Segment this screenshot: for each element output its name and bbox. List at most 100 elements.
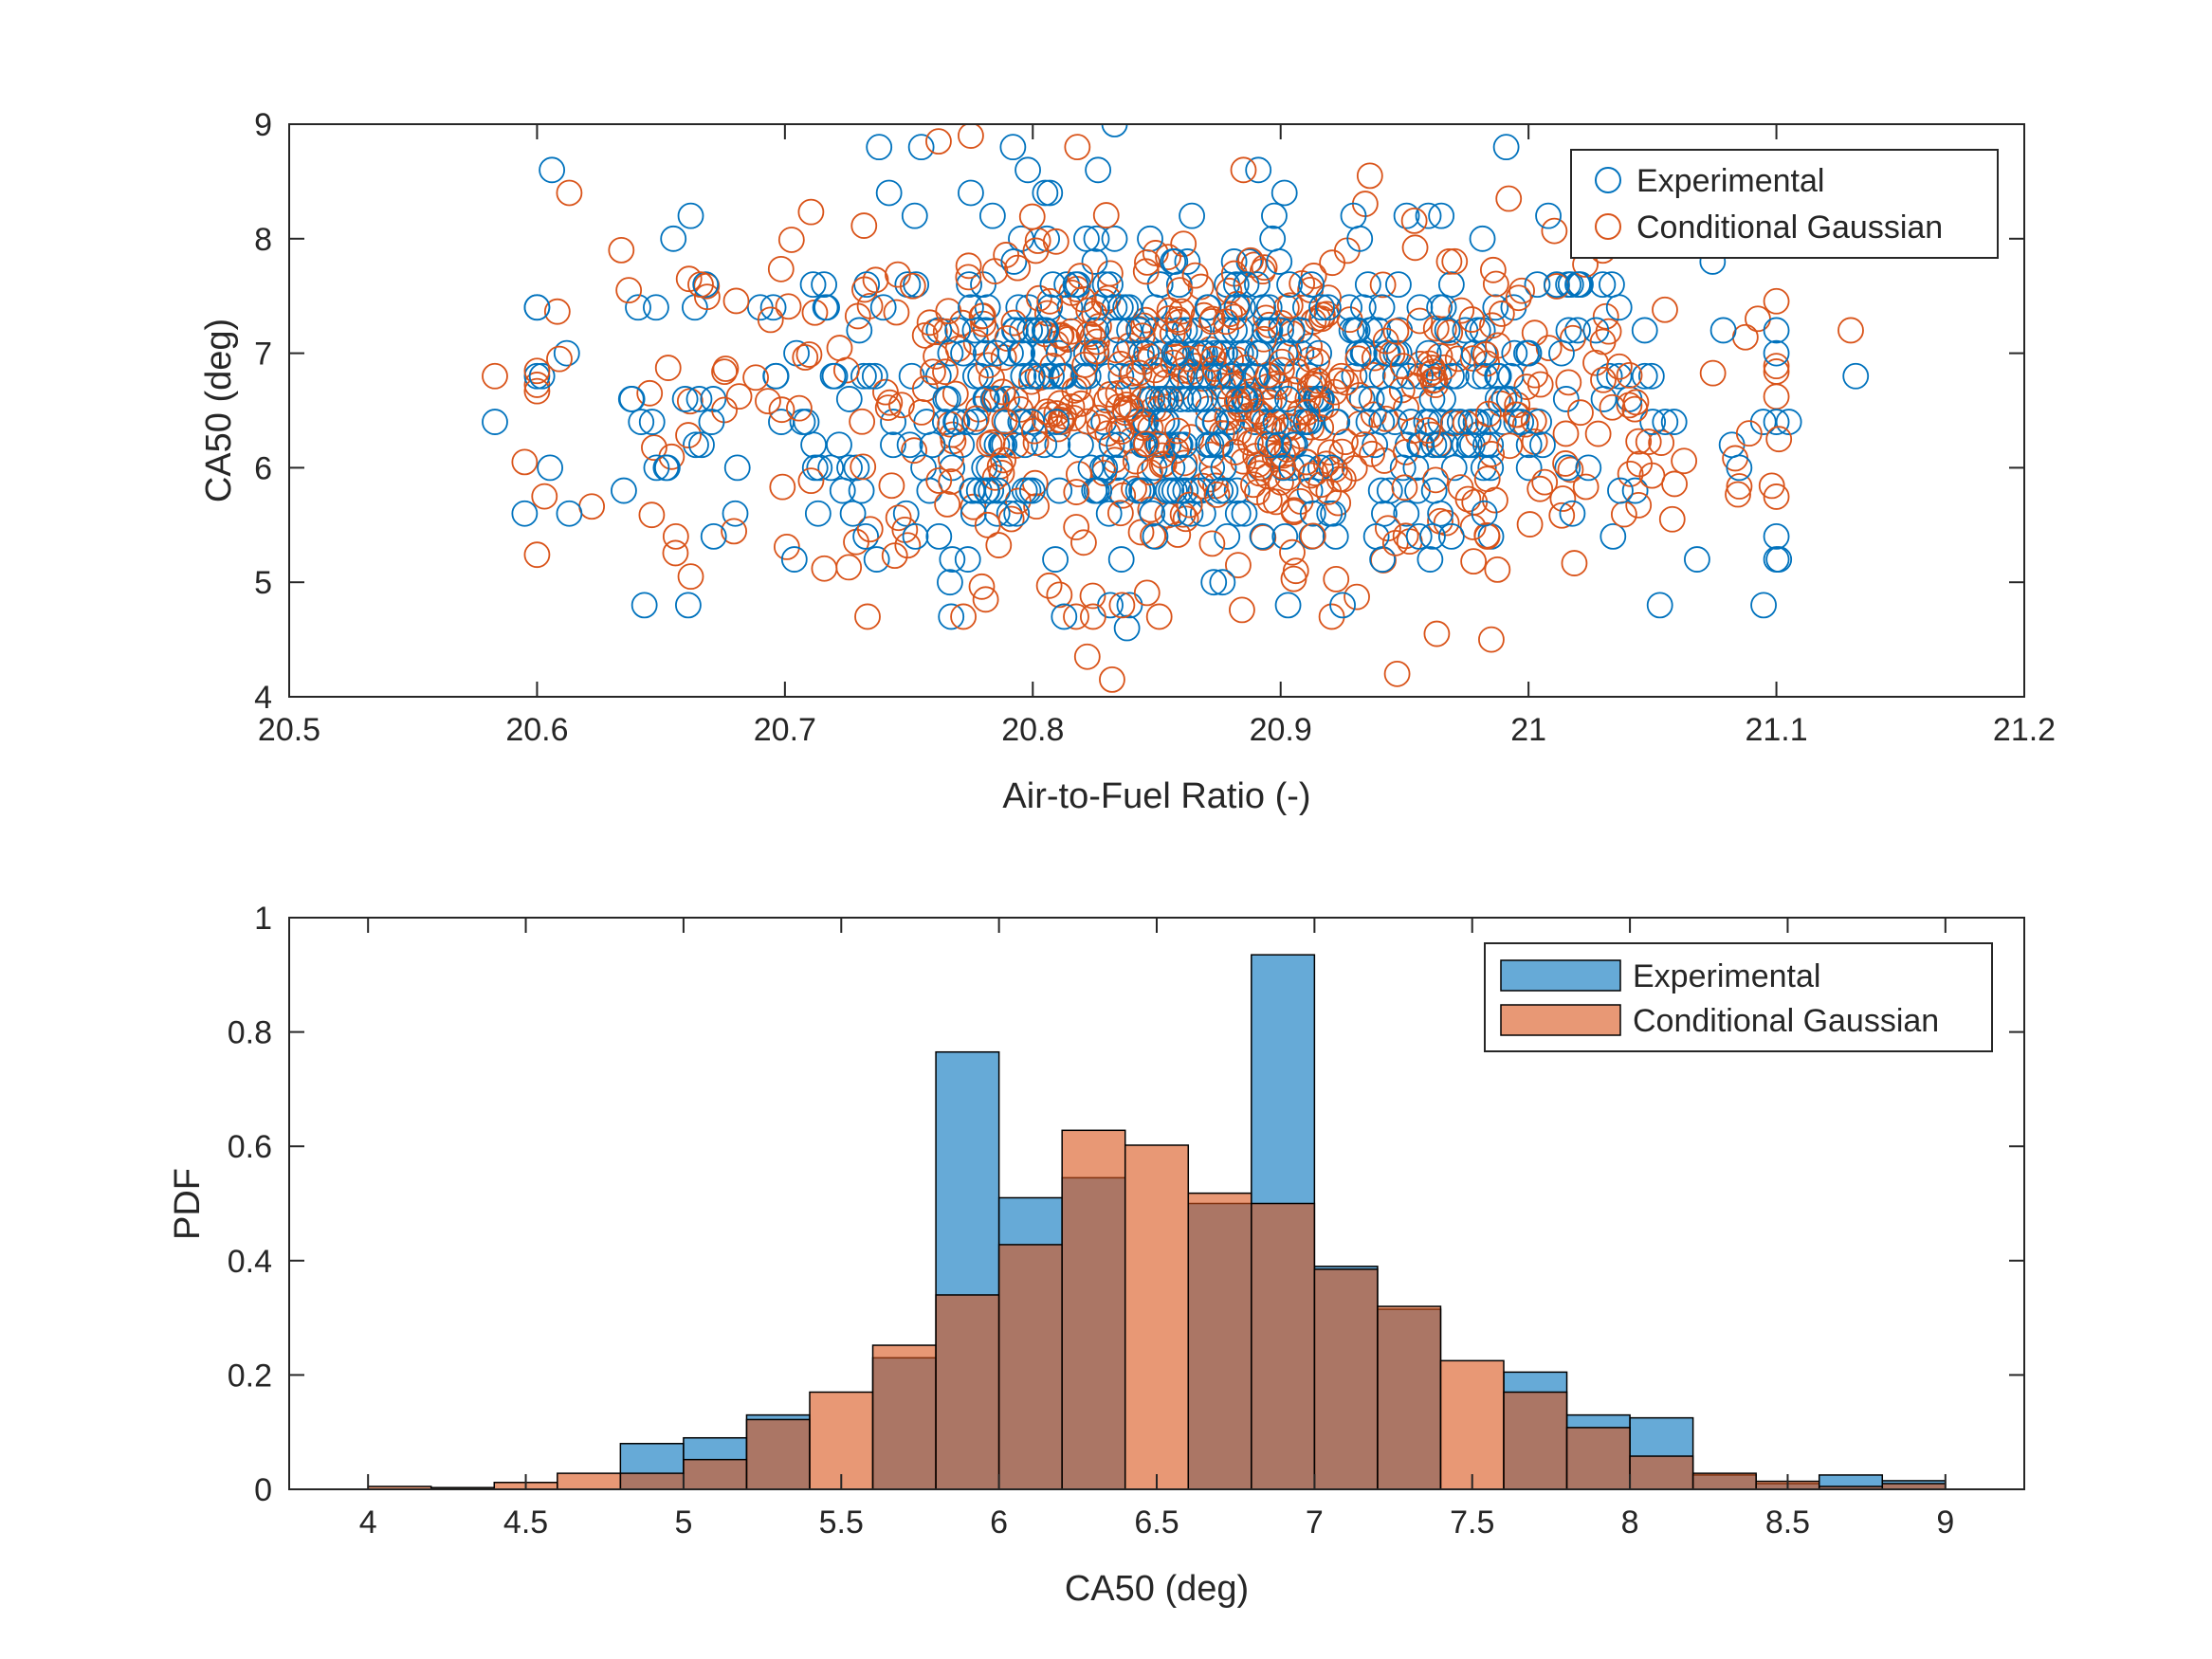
scatter-point-experimental [991,431,1018,459]
scatter-point-experimental [956,271,982,299]
scatter-point-experimental [1221,317,1248,344]
scatter-point-conditional-gaussian [1181,262,1209,289]
scatter-point-conditional-gaussian [1130,312,1158,339]
scatter-point-experimental [1144,386,1172,412]
scatter-point-conditional-gaussian [1063,514,1090,540]
scatter-point-experimental [1214,522,1241,550]
scatter-point-conditional-gaussian [1018,203,1046,230]
scatter-x-tick-label: 20.7 [754,712,816,748]
scatter-point-experimental [1495,386,1523,412]
scatter-point-experimental [1161,339,1188,367]
scatter-marks [482,124,1870,693]
scatter-point-conditional-gaussian [920,358,946,386]
scatter-point-conditional-gaussian [1535,335,1563,362]
scatter-point-conditional-gaussian [1344,583,1370,611]
scatter-point-conditional-gaussian [1189,472,1216,500]
scatter-point-experimental [1217,362,1245,390]
scatter-point-conditional-gaussian [883,299,910,326]
scatter-point-conditional-gaussian [1143,430,1171,458]
scatter-point-conditional-gaussian [1094,420,1122,447]
scatter-point-conditional-gaussian [1419,367,1447,394]
scatter-point-conditional-gaussian [1635,428,1662,455]
scatter-point-experimental [839,500,867,527]
scatter-point-experimental [1062,271,1089,299]
scatter-point-conditional-gaussian [1416,360,1443,388]
scatter-point-experimental [896,431,923,459]
scatter-point-conditional-gaussian [1198,530,1226,557]
histogram-bar-conditional-gaussian [1565,1427,1631,1490]
scatter-point-conditional-gaussian [768,396,795,424]
scatter-point-experimental [950,339,977,367]
scatter-legend-conditional-gaussian-label: Conditional Gaussian [1636,210,1943,246]
scatter-point-conditional-gaussian [1415,417,1441,444]
scatter-point-experimental [700,522,727,550]
scatter-y-tick-label: 6 [254,450,272,486]
scatter-point-experimental [1142,522,1169,550]
scatter-point-conditional-gaussian [1599,393,1626,421]
scatter-point-conditional-gaussian [1479,256,1507,283]
scatter-point-experimental [677,202,704,229]
scatter-point-conditional-gaussian [725,383,753,410]
scatter-point-conditional-gaussian [523,357,551,385]
scatter-point-conditional-gaussian [1531,468,1559,496]
scatter-point-conditional-gaussian [1400,207,1428,234]
scatter-point-experimental [1213,317,1239,344]
scatter-point-conditional-gaussian [1299,522,1326,550]
scatter-point-experimental [903,271,930,299]
scatter-point-experimental [1157,386,1184,412]
scatter-point-conditional-gaussian [1726,473,1753,500]
scatter-point-conditional-gaussian [1201,356,1229,382]
scatter-point-experimental [925,522,953,550]
scatter-point-experimental [1018,409,1046,435]
scatter-point-conditional-gaussian [1269,348,1295,375]
scatter-point-experimental [1224,500,1252,527]
scatter-point-experimental [982,339,1010,367]
scatter-point-conditional-gaussian [675,422,702,448]
scatter-point-experimental [1575,454,1602,482]
scatter-point-conditional-gaussian [792,344,819,371]
scatter-point-conditional-gaussian [1142,356,1169,384]
histogram-x-tick-label: 5 [674,1504,692,1540]
scatter-point-experimental [1207,477,1234,504]
scatter-point-experimental [1763,317,1790,344]
scatter-point-conditional-gaussian [1763,353,1790,380]
scatter-panel: 20.5 20.6 20.7 20.8 20.9 21 21.1 21.2 4 5 6 7 8 9 Air… [199,107,2056,816]
scatter-point-experimental [1179,202,1205,229]
scatter-point-experimental [1393,202,1420,229]
scatter-point-conditional-gaussian [1423,620,1451,647]
scatter-point-experimental [800,431,827,459]
scatter-point-experimental [1231,500,1258,527]
scatter-point-experimental [959,477,986,504]
scatter-point-conditional-gaussian [677,563,704,591]
histogram-bar-conditional-gaussian [683,1458,748,1490]
scatter-point-experimental [556,500,583,527]
histogram-x-label: CA50 (deg) [1065,1569,1249,1609]
histogram-y-tick-label: 0.4 [228,1244,272,1280]
scatter-legend-experimental-label: Experimental [1636,163,1824,199]
scatter-point-experimental [1010,362,1037,390]
scatter-point-conditional-gaussian [1406,307,1434,335]
scatter-point-conditional-gaussian [1155,244,1181,271]
scatter-point-experimental [1564,317,1591,344]
scatter-point-conditional-gaussian [1061,376,1088,404]
scatter-point-experimental [1765,546,1793,573]
scatter-point-conditional-gaussian [1162,437,1190,465]
histogram-y-label: PDF [168,1168,208,1240]
scatter-point-experimental [934,386,961,412]
scatter-point-experimental [1552,386,1580,412]
scatter-x-tick-label: 20.6 [505,712,568,748]
scatter-point-experimental [961,317,989,344]
scatter-point-conditional-gaussian [1071,351,1099,378]
scatter-point-conditional-gaussian [1252,304,1280,332]
histogram-legend: Experimental Conditional Gaussian [1484,942,1993,1052]
scatter-point-experimental [1255,294,1283,321]
scatter-point-experimental [1564,271,1591,299]
scatter-point-experimental [1596,362,1623,390]
scatter-x-label: Air-to-Fuel Ratio (-) [1002,776,1310,816]
scatter-point-conditional-gaussian [1652,296,1678,323]
scatter-point-conditional-gaussian [1725,481,1751,508]
scatter-point-conditional-gaussian [1549,485,1577,512]
scatter-point-conditional-gaussian [777,227,805,253]
scatter-point-conditional-gaussian [1516,511,1544,538]
scatter-point-experimental [1376,386,1402,412]
